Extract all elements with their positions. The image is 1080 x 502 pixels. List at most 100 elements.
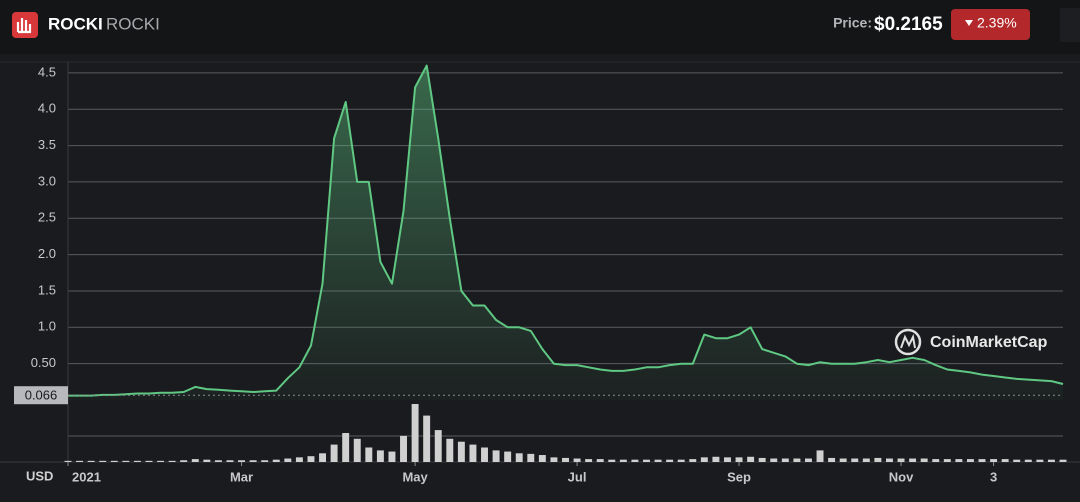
unit-label: USD (26, 468, 53, 483)
volume-bar (689, 459, 697, 462)
volume-bar (388, 451, 396, 462)
volume-bar (1059, 459, 1067, 462)
volume-bar (76, 460, 84, 462)
volume-bar (758, 457, 766, 462)
symbol: ROCKI (48, 14, 103, 33)
volume-bar (793, 458, 801, 462)
y-tick-label: 1.0 (38, 319, 56, 334)
volume-bar (342, 433, 350, 462)
volume-bar (353, 438, 361, 462)
volume-bar (885, 458, 893, 462)
price: $0.2165 (874, 14, 943, 35)
volume-bar (133, 460, 141, 462)
volume-bar (654, 459, 662, 462)
volume-bar (804, 458, 812, 462)
volume-bar (643, 459, 650, 462)
volume-bar (145, 460, 153, 462)
volume-bar (781, 458, 789, 462)
volume-bar (272, 459, 280, 462)
volume-bar (330, 444, 338, 462)
down-arrow (965, 20, 973, 26)
volume-bar (319, 453, 327, 462)
volume-bar (203, 459, 211, 462)
volume-bar (828, 457, 836, 462)
volume-bar (562, 457, 569, 462)
y-tick-label: 3.5 (38, 137, 56, 152)
volume-bar (122, 460, 130, 462)
watermark-glyph (900, 333, 916, 349)
volume-bar (307, 456, 315, 462)
volume-bar (423, 415, 431, 462)
change: 2.39% (977, 15, 1017, 31)
volume-bar (978, 459, 986, 462)
volume-bar (770, 458, 778, 462)
volume-bar (238, 460, 246, 462)
logo-glyph (16, 18, 32, 34)
price-line (68, 64, 1064, 397)
y-tick-label: 2.0 (38, 246, 56, 261)
x-tick-label: Jul (568, 469, 587, 484)
volume-bar (909, 458, 917, 462)
volume-bar (700, 457, 708, 462)
watermark-logo (894, 328, 922, 356)
y-tick-label: 1.5 (38, 282, 56, 297)
volume-bar (631, 459, 639, 462)
y-tick-label: 2.5 (38, 210, 56, 225)
volume-bar (99, 460, 107, 462)
x-tick-label: 2021 (72, 469, 101, 484)
volume-bar (538, 455, 546, 462)
volume-bar (897, 458, 905, 462)
volume-bar (527, 453, 535, 462)
volume-bar (1013, 459, 1021, 462)
top-bar (0, 0, 1080, 54)
volume-bar (920, 458, 928, 462)
volume-bar (411, 404, 419, 462)
volume-bar (724, 457, 731, 462)
volume-bar (1001, 459, 1009, 462)
coin-name: ROCKI (106, 14, 160, 33)
volume-bar (376, 450, 384, 462)
volume-bar (1047, 459, 1055, 462)
x-tick-label: Nov (889, 469, 914, 484)
volume-bar (168, 460, 176, 462)
volume-bar (966, 459, 974, 462)
price-marker-box (14, 386, 68, 405)
volume-bar (469, 444, 477, 462)
volume-bar (1036, 459, 1044, 462)
y-tick-label: 0.50 (31, 355, 56, 370)
volume-bar (515, 453, 523, 462)
volume-bar (573, 458, 581, 462)
volume-bar (816, 450, 824, 462)
volume-bar (481, 447, 488, 462)
price-label: Price: (833, 15, 872, 31)
volume-bar (261, 460, 269, 462)
volume-bar (619, 459, 627, 462)
y-tick-label: 3.0 (38, 173, 56, 188)
change-badge (951, 9, 1030, 40)
volume-bar (862, 458, 870, 462)
volume-bar (457, 441, 465, 462)
volume-bar (226, 460, 234, 462)
x-tick-label: Sep (727, 469, 751, 484)
volume-bar (932, 459, 940, 462)
x-tick-label: May (402, 469, 428, 484)
volume-bar (943, 459, 951, 462)
x-tick-label: 3 (990, 469, 997, 484)
x-tick-label: Mar (230, 469, 253, 484)
volume-bar (955, 459, 963, 462)
volume-bar (504, 451, 512, 462)
volume-bar (839, 458, 847, 462)
watermark: CoinMarketCap (930, 334, 1048, 351)
volume-bar (180, 460, 188, 462)
volume-bar (110, 460, 118, 462)
y-tick-label: 4.5 (38, 64, 56, 79)
side-panel (1060, 8, 1080, 42)
volume-bar (191, 459, 199, 462)
volume-bar (585, 459, 593, 462)
volume-bar (874, 457, 882, 462)
volume-bar (492, 450, 500, 462)
volume-bar (990, 459, 998, 462)
volume-bar (284, 458, 292, 462)
